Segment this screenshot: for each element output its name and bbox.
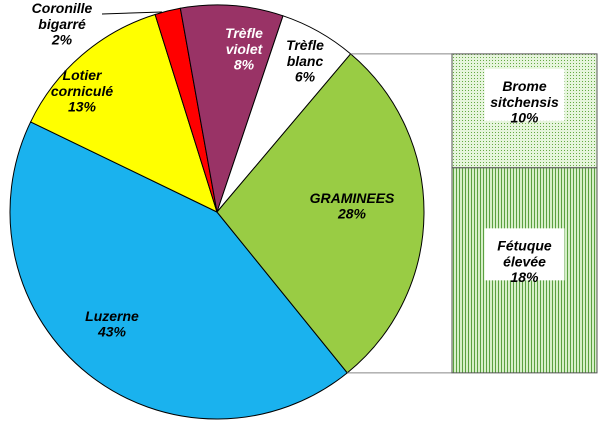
value-label: 2% — [51, 32, 73, 48]
slice-label: GRAMINEES — [310, 190, 395, 206]
slice-label: Lotier corniculé — [51, 67, 113, 99]
slice-label: Trèfle blanc — [286, 37, 324, 69]
pie-slice — [216, 53, 425, 374]
slice-label: Luzerne — [85, 308, 139, 324]
value-label: 28% — [337, 206, 367, 222]
value-label: 10% — [510, 110, 539, 126]
pie-slice — [179, 4, 284, 213]
value-label: 43% — [97, 324, 127, 340]
label-bg — [484, 228, 565, 281]
slice-label: Trèfle violet — [225, 25, 264, 57]
value-label: 8% — [234, 57, 255, 73]
pie-slice — [9, 121, 348, 420]
slice-label: Fétuque élevée — [497, 237, 552, 269]
value-label: 13% — [68, 99, 97, 115]
leader-line — [101, 11, 163, 15]
slice-label: Brome sitchensis — [490, 78, 559, 110]
label-bg — [484, 68, 565, 121]
slice-label: Coronille bigarré — [32, 0, 93, 32]
value-label: 18% — [510, 269, 539, 285]
value-label: 6% — [295, 69, 316, 85]
